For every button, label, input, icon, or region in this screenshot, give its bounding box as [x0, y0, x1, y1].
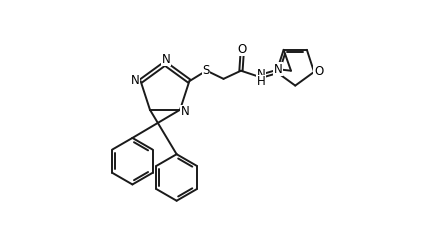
Text: N: N: [130, 73, 139, 87]
Text: N: N: [162, 53, 171, 66]
Text: H: H: [257, 75, 266, 88]
Text: S: S: [203, 64, 210, 77]
Text: O: O: [314, 66, 323, 78]
Text: N: N: [257, 68, 266, 81]
Text: O: O: [237, 43, 247, 56]
Text: N: N: [181, 105, 190, 118]
Text: N: N: [274, 62, 283, 76]
